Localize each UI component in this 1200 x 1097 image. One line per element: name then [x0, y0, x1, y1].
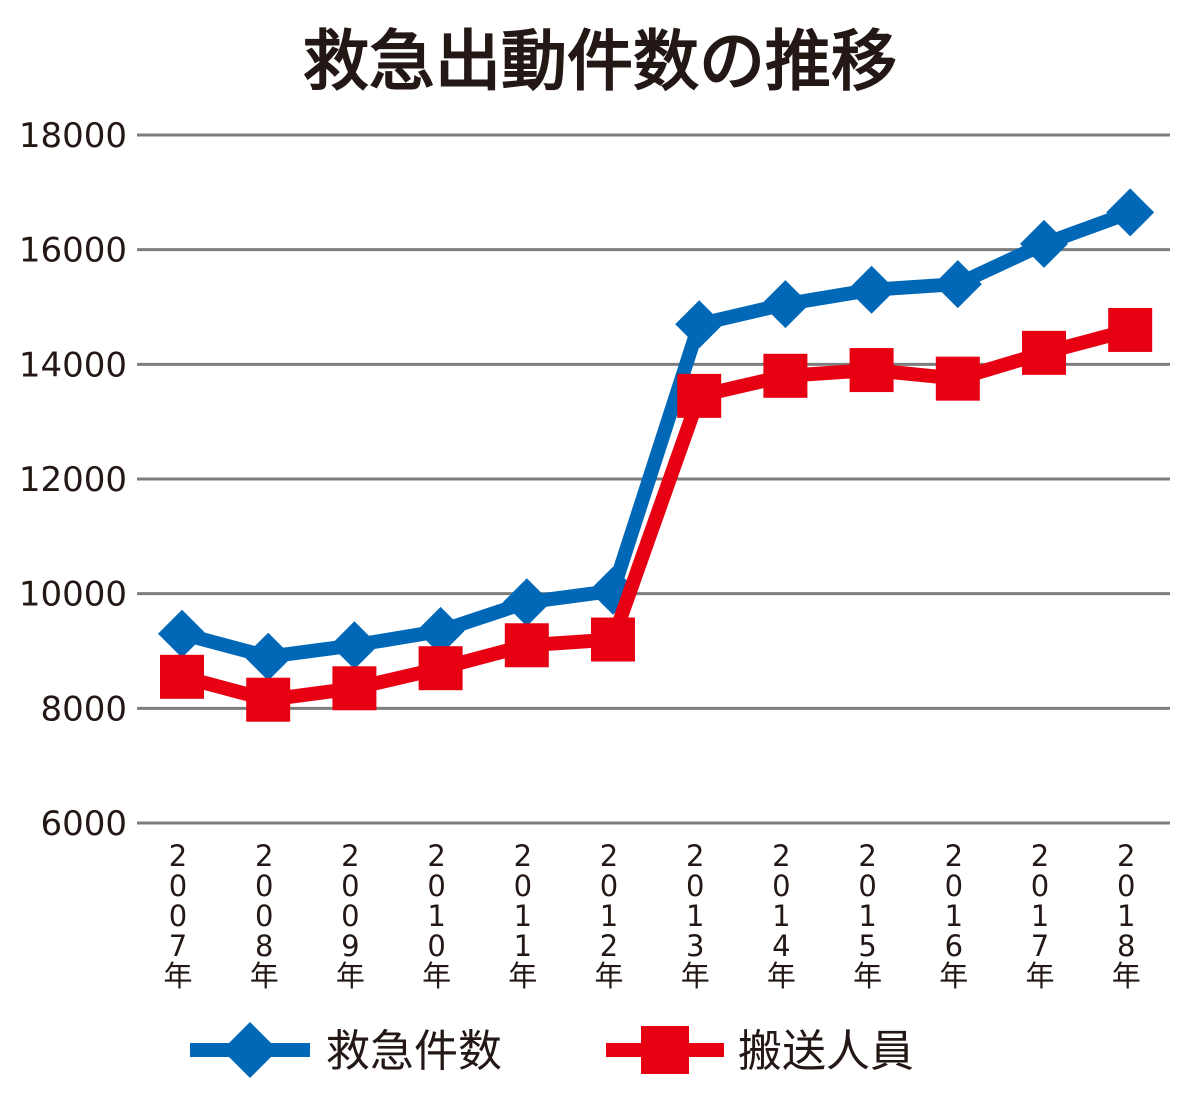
- series-2: [160, 307, 1153, 722]
- data-point: [504, 623, 549, 668]
- chart-title: 救急出動件数の推移: [303, 23, 897, 100]
- y-tick-label: 6000: [40, 804, 127, 844]
- data-point: [591, 617, 635, 662]
- data-point: [160, 654, 204, 699]
- grid-lines: [137, 133, 1170, 825]
- series-1: [158, 188, 1155, 681]
- series-line: [175, 205, 1138, 664]
- data-point: [246, 677, 291, 722]
- y-tick-label: 8000: [40, 689, 127, 729]
- y-tick-label: 16000: [19, 231, 127, 271]
- data-point: [761, 280, 810, 329]
- data-point: [847, 265, 896, 314]
- data-point: [935, 356, 980, 401]
- legend-item: 救急件数: [190, 1022, 502, 1078]
- legend-marker: [222, 1022, 278, 1078]
- data-point: [1022, 330, 1066, 375]
- data-point: [849, 348, 894, 393]
- legend: 救急件数 搬送人員: [190, 1022, 914, 1078]
- legend-item: 搬送人員: [606, 1026, 914, 1077]
- y-tick-label: 18000: [19, 116, 127, 156]
- data-point: [1108, 307, 1153, 352]
- legend-label: 搬送人員: [738, 1026, 914, 1077]
- data-point: [418, 646, 463, 691]
- y-tick-label: 14000: [19, 345, 127, 385]
- data-point: [244, 632, 293, 681]
- data-point: [675, 300, 724, 349]
- data-point: [763, 353, 808, 398]
- data-point: [502, 578, 551, 627]
- data-point: [416, 606, 465, 655]
- plot-area: [158, 188, 1155, 722]
- x-axis: 2 0 0 7 年 2 0 0 8 年 2 0 0 9 年 2 0 1 0 年 2 0 1 1 年 2 0 1 2 年 2 0 1 3 年 2 0 1 4 年…: [163, 839, 1140, 993]
- data-point: [158, 609, 206, 658]
- data-point: [332, 666, 377, 711]
- y-tick-label: 10000: [19, 575, 127, 615]
- y-tick-label: 12000: [19, 460, 127, 500]
- legend-label: 救急件数: [326, 1026, 502, 1077]
- data-point: [1106, 188, 1155, 237]
- data-point: [330, 621, 379, 670]
- data-point: [677, 373, 722, 418]
- legend-marker: [641, 1026, 689, 1074]
- y-axis: 6000 8000 10000 12000 14000 16000 18000: [19, 116, 127, 844]
- data-point: [1020, 219, 1068, 268]
- data-point: [933, 260, 982, 309]
